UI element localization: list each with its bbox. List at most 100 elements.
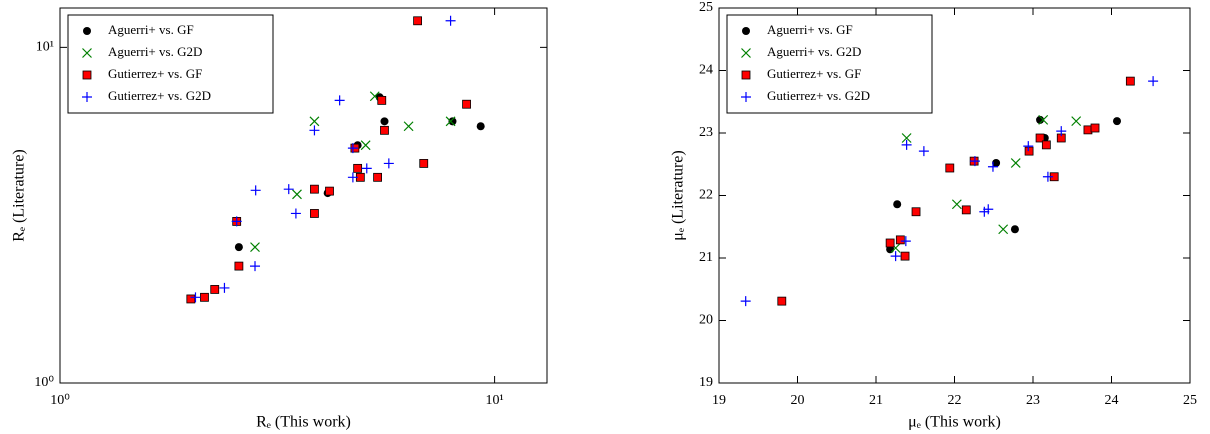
y-tick-label: 10⁰ [34, 375, 54, 390]
y-tick-label: 20 [699, 313, 713, 328]
point [911, 207, 921, 217]
point [310, 209, 319, 218]
point [893, 200, 902, 209]
legend-marker [82, 70, 92, 80]
point [1071, 116, 1082, 127]
y-tick-label: 19 [699, 375, 713, 390]
legend-marker [741, 70, 751, 80]
point [445, 116, 456, 127]
legend-marker [82, 92, 92, 102]
point [310, 184, 319, 194]
point [290, 208, 301, 219]
point [373, 172, 382, 182]
x-axis-label: Rₑ (This work) [256, 414, 351, 431]
point [383, 158, 394, 169]
point [951, 199, 962, 210]
y-tick-label: 24 [699, 63, 713, 78]
point [987, 161, 998, 172]
y-axis-label: Rₑ (Literature) [11, 149, 28, 242]
y-tick-label: 25 [699, 0, 713, 15]
point [1041, 140, 1051, 150]
point [1125, 76, 1135, 86]
point [895, 235, 905, 245]
y-tick-label: 22 [699, 188, 713, 203]
legend-label: Gutierrez+ vs. GF [108, 66, 202, 81]
x-tick-label: 22 [948, 393, 962, 408]
point [413, 16, 422, 26]
point [1010, 158, 1021, 168]
point [347, 172, 358, 183]
point [309, 116, 320, 127]
point [983, 204, 994, 215]
point [901, 133, 912, 143]
point [380, 125, 389, 135]
x-tick-label: 25 [1183, 393, 1197, 408]
point [292, 189, 302, 200]
x-tick-label: 20 [791, 393, 805, 408]
x-tick-label: 24 [1105, 393, 1119, 408]
point [231, 216, 242, 227]
point [234, 261, 244, 271]
point [1035, 133, 1045, 143]
legend-marker [741, 92, 751, 102]
point [283, 184, 294, 195]
point [1056, 126, 1067, 137]
point [250, 185, 261, 196]
point [210, 285, 220, 294]
legend-label: Gutierrez+ vs. G2D [767, 88, 870, 103]
x-tick-label: 10⁰ [50, 393, 70, 408]
point [377, 95, 387, 105]
point [186, 294, 196, 304]
point [448, 117, 457, 126]
point [360, 140, 371, 151]
point [190, 292, 201, 303]
point [234, 243, 243, 252]
point [334, 95, 345, 106]
y-tick-label: 10¹ [36, 40, 54, 55]
point [1112, 117, 1121, 126]
legend-label: Aguerri+ vs. G2D [767, 44, 861, 59]
point [890, 251, 901, 262]
x-tick-label: 19 [712, 393, 726, 408]
legend-box [67, 14, 274, 114]
legend-label: Aguerri+ vs. GF [108, 22, 194, 37]
point [998, 224, 1009, 235]
legend-label: Gutierrez+ vs. G2D [108, 88, 211, 103]
point [419, 159, 429, 168]
plot-area [59, 7, 548, 384]
x-axis-label: μₑ (This work) [908, 414, 1001, 431]
point [347, 143, 358, 154]
legend-label: Aguerri+ vs. G2D [108, 44, 202, 59]
x-tick-label: 10¹ [485, 393, 503, 408]
y-axis-label: μₑ (Literature) [670, 150, 687, 240]
point [1010, 225, 1019, 234]
point [1038, 114, 1049, 125]
x-tick-label: 21 [869, 393, 883, 408]
point [309, 125, 320, 136]
point [1042, 171, 1053, 182]
legend-label: Aguerri+ vs. GF [767, 22, 853, 37]
point [219, 282, 230, 293]
point [380, 117, 389, 126]
point [250, 261, 261, 272]
y-tick-label: 21 [699, 250, 713, 265]
legend-label: Gutierrez+ vs. GF [767, 66, 861, 81]
point [885, 238, 895, 248]
legend-box [726, 14, 933, 114]
point [900, 251, 910, 261]
legend-marker [82, 48, 92, 58]
legend-marker [741, 48, 751, 58]
point [969, 156, 980, 167]
legend: Aguerri+ vs. GF Aguerri+ vs. G2D Gutierrez… [726, 14, 933, 114]
y-tick-label: 23 [699, 125, 713, 140]
point [325, 186, 334, 196]
point [200, 292, 209, 302]
point [462, 99, 471, 109]
legend-marker [742, 27, 750, 35]
legend-marker [83, 27, 91, 35]
point [1090, 123, 1100, 133]
point [250, 242, 260, 253]
point [900, 236, 911, 247]
point [1148, 76, 1159, 87]
